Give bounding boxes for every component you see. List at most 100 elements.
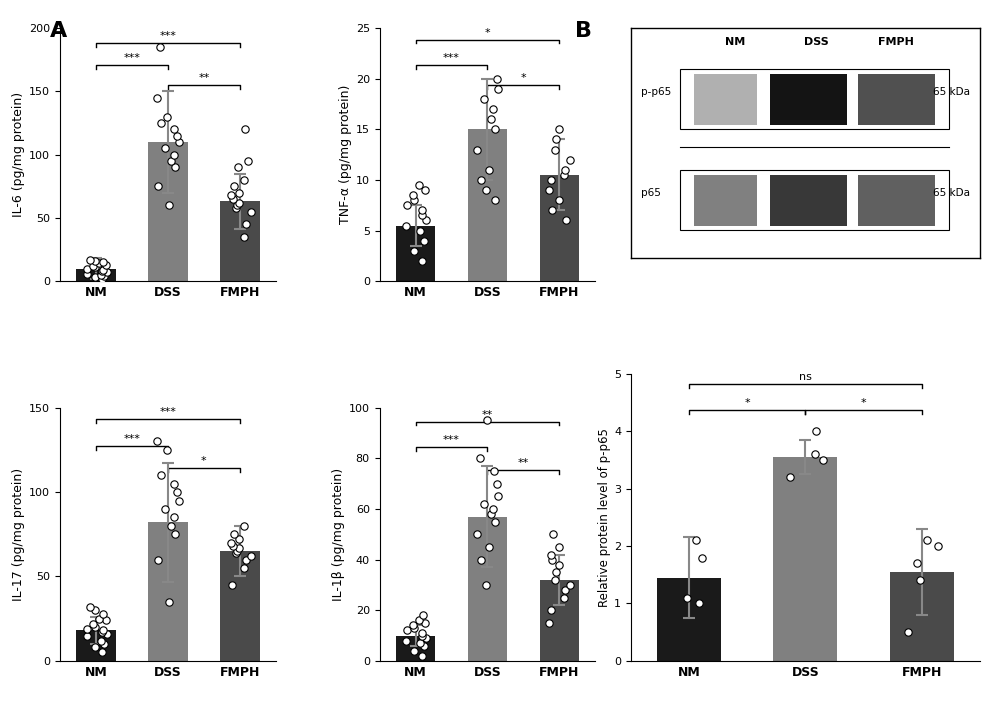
Text: ***: ***: [443, 53, 460, 63]
Point: [223, 190, 239, 201]
Point: [481, 541, 497, 553]
Point: [490, 83, 506, 94]
Bar: [220, 551, 260, 661]
Bar: [770, 74, 847, 124]
Y-axis label: IL-17 (pg/mg protein): IL-17 (pg/mg protein): [12, 467, 25, 601]
Point: [551, 124, 567, 135]
Point: [556, 169, 572, 181]
Y-axis label: IL-6 (pg/mg protein): IL-6 (pg/mg protein): [12, 92, 25, 217]
Point: [416, 640, 432, 651]
Point: [544, 554, 560, 565]
Point: [472, 453, 488, 464]
Point: [169, 486, 185, 498]
Point: [912, 575, 928, 586]
Point: [485, 503, 501, 515]
Point: [558, 215, 574, 226]
Point: [225, 193, 241, 205]
Point: [91, 613, 107, 624]
Point: [414, 205, 430, 216]
Bar: [694, 74, 757, 124]
Point: [152, 41, 168, 53]
Point: [150, 554, 166, 565]
Point: [807, 449, 823, 460]
Text: p65: p65: [641, 188, 661, 198]
Text: ***: ***: [124, 53, 140, 63]
Bar: [148, 142, 188, 281]
Point: [694, 552, 710, 563]
Point: [85, 618, 101, 629]
Point: [469, 529, 485, 540]
Point: [405, 620, 421, 631]
Point: [236, 520, 252, 531]
Point: [226, 181, 242, 192]
Point: [489, 478, 505, 489]
Text: **: **: [518, 458, 529, 468]
Point: [161, 200, 177, 211]
Point: [98, 259, 114, 271]
Text: ns: ns: [799, 372, 812, 382]
Point: [469, 144, 485, 155]
Point: [541, 617, 557, 628]
Text: ***: ***: [160, 407, 176, 417]
Point: [225, 541, 241, 552]
Point: [79, 630, 95, 641]
Point: [414, 209, 430, 221]
Point: [94, 647, 110, 658]
Point: [544, 205, 560, 216]
Bar: [220, 202, 260, 281]
Point: [94, 626, 110, 638]
Point: [87, 642, 103, 653]
Point: [479, 415, 495, 426]
Point: [418, 633, 434, 644]
Point: [398, 220, 414, 231]
Point: [159, 111, 175, 122]
Point: [490, 491, 506, 502]
Point: [157, 143, 173, 154]
Point: [153, 117, 169, 129]
Point: [231, 187, 247, 198]
Point: [223, 537, 239, 548]
Text: FMPH: FMPH: [878, 37, 914, 47]
Bar: [148, 522, 188, 661]
Point: [91, 258, 107, 269]
Point: [406, 622, 422, 633]
Point: [157, 503, 173, 515]
Point: [483, 114, 499, 125]
Point: [487, 124, 503, 135]
Point: [547, 574, 563, 586]
Point: [94, 266, 110, 277]
Point: [485, 103, 501, 115]
Point: [481, 165, 497, 176]
Point: [557, 584, 573, 595]
Point: [486, 465, 502, 477]
Bar: [858, 74, 935, 124]
Point: [473, 554, 489, 565]
Point: [98, 614, 114, 626]
Point: [94, 273, 110, 284]
Point: [149, 436, 165, 447]
Point: [153, 470, 169, 481]
Point: [87, 621, 103, 633]
Point: [548, 567, 564, 578]
Text: 65 kDa: 65 kDa: [933, 188, 970, 198]
Point: [399, 200, 415, 211]
Text: ***: ***: [160, 32, 176, 41]
Point: [900, 626, 916, 638]
Point: [243, 550, 259, 562]
Point: [919, 535, 935, 546]
Bar: [540, 580, 579, 661]
Point: [167, 162, 183, 173]
Point: [412, 225, 428, 236]
Text: *: *: [485, 27, 490, 37]
Bar: [858, 175, 935, 226]
Point: [478, 579, 494, 591]
Point: [406, 245, 422, 257]
Point: [226, 529, 242, 540]
Point: [238, 554, 254, 565]
Point: [543, 549, 559, 560]
Point: [99, 628, 115, 640]
Point: [95, 257, 111, 268]
Bar: [680, 70, 949, 129]
Point: [930, 541, 946, 552]
Point: [411, 614, 427, 626]
